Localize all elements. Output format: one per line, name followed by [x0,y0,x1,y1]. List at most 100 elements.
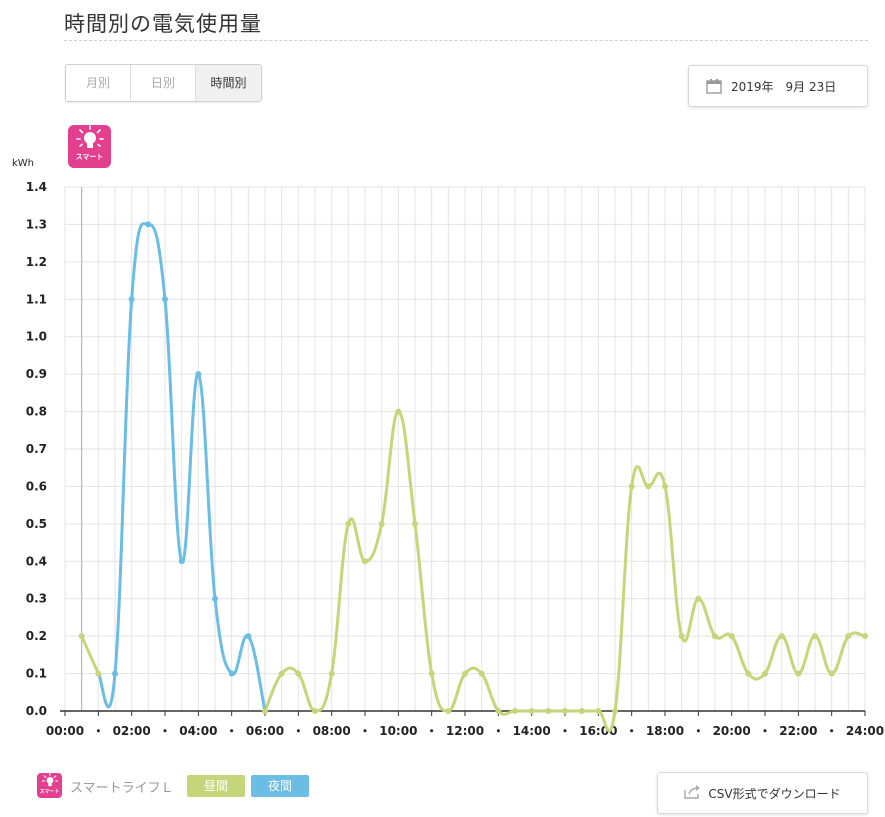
series-line [80,635,100,675]
data-point [845,633,852,640]
x-tick-label: ・ [759,724,771,738]
y-tick-label: 0.8 [26,405,47,419]
data-point [262,708,268,714]
data-point [412,520,418,527]
calendar-icon [699,71,729,101]
data-point [162,296,168,303]
data-point [745,670,752,677]
lightbulb-icon [75,125,104,148]
smart-badge-label: スマート [75,153,104,161]
x-tick-label: 20:00 [713,724,751,738]
data-point [178,558,185,565]
data-point [462,670,468,677]
y-tick-label: 0.1 [26,667,47,681]
x-tick-label: 02:00 [113,724,151,738]
hourly-usage-chart: 0.0 0.1 0.2 0.3 0.4 0.5 0.6 0.7 0.8 0.9 1.0 1.1 1.2 1… [12,158,884,738]
tab-monthly[interactable]: 月別 [66,65,131,101]
page-title: 時間別の電気使用量 [64,12,262,36]
data-point [628,483,635,490]
data-point [95,670,102,677]
y-tick-label: 0.3 [26,592,47,606]
x-tick-label: 24:00 [846,724,884,738]
data-point [545,708,552,714]
x-tick-label: ・ [359,724,371,738]
x-tick-label: ・ [426,724,438,738]
data-point [345,520,352,527]
data-point [495,708,502,714]
y-tick-label: 0.7 [26,442,47,456]
data-point [128,296,135,303]
x-tick-label: 04:00 [179,724,217,738]
y-tick-label: 0.9 [26,367,47,381]
data-point [645,483,652,490]
legend-plan-name: スマートライフＬ [70,781,174,796]
data-point [678,633,685,640]
x-tick-label: 12:00 [446,724,484,738]
smart-plan-badge: スマート [68,125,111,168]
data-point [78,633,85,640]
csv-download-button[interactable]: CSV形式でダウンロード [657,772,868,814]
date-picker[interactable]: 2019年 9月 23日 [688,65,868,107]
x-tick-label: ・ [92,724,104,738]
y-tick-label: 1.1 [26,292,47,306]
data-point [445,708,452,714]
data-point [612,708,618,714]
data-point [212,595,218,602]
data-point [395,408,402,415]
x-tick-label: ・ [292,724,304,738]
legend-badge-label: スマート [39,789,60,795]
x-tick-label: 08:00 [313,724,351,738]
y-tick-label: 0.4 [26,554,47,568]
x-tick-label: 22:00 [779,724,817,738]
date-value: 2019年 9月 23日 [731,79,837,94]
data-point [478,670,485,677]
data-point [595,708,602,714]
period-tabs: 月別 日別 時間別 [65,64,262,102]
data-point [245,633,252,640]
y-axis-label: kWh [12,158,34,169]
x-tick-label: 10:00 [379,724,417,738]
data-point [862,633,868,640]
data-point [695,595,702,602]
data-point [362,558,368,565]
x-tick-label: 14:00 [513,724,551,738]
x-tick-label: ・ [492,724,504,738]
y-tick-label: 0.6 [26,479,47,493]
data-point [778,633,785,640]
data-point [795,670,802,677]
data-point [378,520,385,527]
x-tick-label: 00:00 [46,724,84,738]
y-tick-label: 0.2 [26,629,47,643]
data-point [828,670,835,677]
x-tick-label: ・ [626,724,638,738]
data-point [228,670,235,677]
x-tick-label: ・ [226,724,238,738]
x-tick-label: ・ [159,724,171,738]
tab-daily[interactable]: 日別 [131,65,196,101]
y-tick-label: 1.0 [26,330,47,344]
lightbulb-icon [41,773,58,787]
data-point [512,708,518,714]
data-point [145,221,152,228]
y-tick-label: 1.2 [26,255,47,269]
data-point [428,670,435,677]
data-point [728,633,735,640]
x-tick-label: 06:00 [246,724,284,738]
data-point [195,371,202,378]
data-point [528,708,535,714]
tab-hourly[interactable]: 時間別 [196,65,261,101]
data-point [762,670,768,677]
y-tick-label: 0.5 [26,517,47,531]
data-point [312,708,318,714]
y-tick-label: 1.4 [26,180,47,194]
data-point [278,670,285,677]
legend-daytime: 昼間 [187,775,245,797]
title-divider [64,40,868,41]
data-point [112,670,118,677]
x-tick-label: ・ [692,724,704,738]
export-icon [684,784,702,803]
data-point [562,708,568,714]
y-tick-label: 0.0 [26,704,47,718]
data-point [812,633,818,640]
x-tick-label: 18:00 [646,724,684,738]
